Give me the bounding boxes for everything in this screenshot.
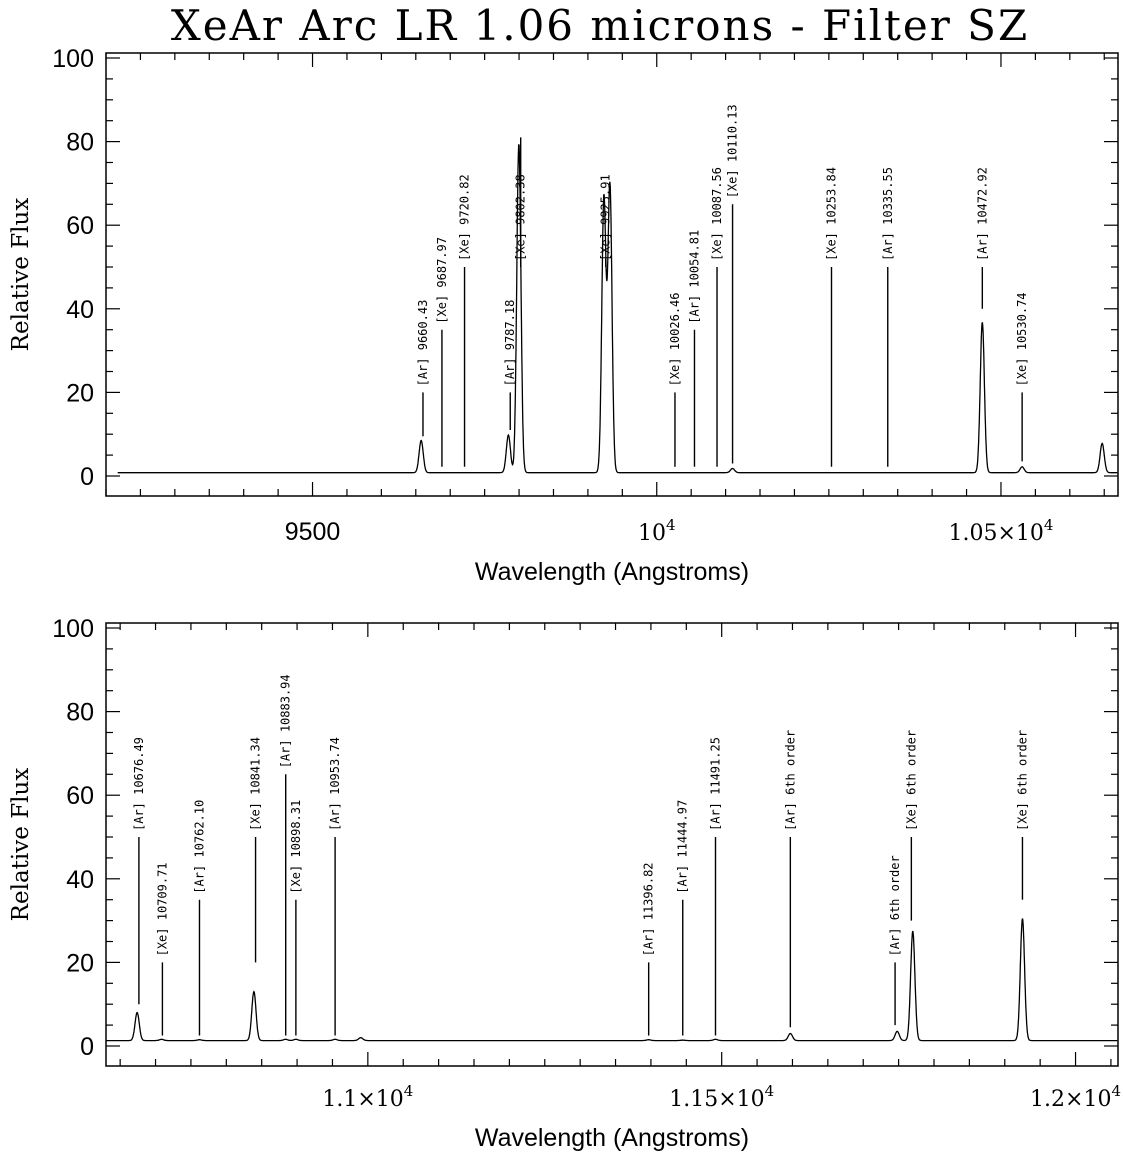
line-id-label: [Xe] 10087.56: [710, 167, 724, 261]
line-id-label: [Ar] 11444.97: [676, 800, 690, 894]
y-tick-label: 40: [66, 296, 94, 324]
y-tick-label: 100: [52, 615, 94, 643]
y-tick-label: 80: [66, 699, 94, 727]
line-id-label: [Xe] 10110.13: [726, 104, 740, 198]
y-tick-label: 80: [66, 129, 94, 157]
line-id-label: [Xe] 9925.91: [599, 174, 613, 261]
line-id-label: [Xe] 10709.71: [155, 862, 169, 956]
y-tick-label: 100: [52, 45, 94, 73]
line-id-label: [Ar] 10335.55: [881, 167, 895, 261]
line-id-label: [Xe] 6th order: [904, 730, 918, 831]
line-id-label: [Ar] 11396.82: [642, 862, 656, 956]
y-tick-label: 0: [80, 463, 94, 491]
line-id-label: [Ar] 9787.18: [503, 300, 517, 387]
x-tick-label: 1.2×104: [1030, 1082, 1121, 1112]
chart-title: XeAr Arc LR 1.06 microns - Filter SZ: [171, 1, 1029, 50]
line-id-label: [Xe] 10253.84: [825, 167, 839, 261]
line-id-label: [Ar] 10472.92: [975, 167, 989, 261]
y-tick-label: 0: [80, 1033, 94, 1061]
line-id-label: [Ar] 10953.74: [328, 737, 342, 831]
x-tick-label: 1.05×104: [948, 516, 1053, 546]
line-id-label: [Xe] 10841.34: [249, 737, 263, 831]
x-tick-label: 1.15×104: [669, 1082, 774, 1112]
x-axis-label: Wavelength (Angstroms): [475, 1124, 749, 1152]
line-id-label: [Xe] 10026.46: [668, 292, 682, 386]
line-id-label: [Ar] 10676.49: [132, 737, 146, 831]
line-id-label: [Xe] 10530.74: [1015, 292, 1029, 386]
line-id-label: [Ar] 10054.81: [687, 230, 701, 324]
line-id-label: [Xe] 9802.38: [514, 174, 528, 261]
plot-frame: [105, 622, 1119, 1067]
line-id-label: [Xe] 6th order: [1015, 730, 1029, 831]
y-axis-label: Relative Flux: [8, 768, 34, 922]
y-tick-label: 20: [66, 379, 94, 407]
line-id-label: [Xe] 9720.82: [458, 174, 472, 261]
line-id-label: [Ar] 6th order: [888, 855, 902, 956]
x-tick-label: 9500: [285, 518, 341, 546]
line-id-label: [Xe] 9687.97: [435, 237, 449, 324]
spectrum-trace: [106, 918, 1118, 1042]
line-id-label: [Xe] 10898.31: [289, 800, 303, 894]
chart-panel-1: 0 20 40 60 80 100 9500 104 1.05×104 Relative Flux…: [8, 45, 1119, 586]
y-tick-label: 40: [66, 866, 94, 894]
y-tick-label: 20: [66, 949, 94, 977]
line-id-label: [Ar] 10762.10: [192, 800, 206, 894]
spectrum-trace: [117, 144, 1118, 474]
line-id-label: [Ar] 6th order: [783, 730, 797, 831]
x-tick-label: 104: [638, 516, 676, 546]
chart-panel-2: 0 20 40 60 80 100 1.1×104 1.15×104 1.2×104 Relati…: [8, 615, 1121, 1152]
line-id-label: [Ar] 10883.94: [279, 674, 293, 768]
plot-frame: [105, 52, 1119, 497]
y-tick-label: 60: [66, 212, 94, 240]
line-id-label: [Ar] 11491.25: [709, 737, 723, 831]
line-id-label: [Ar] 9660.43: [416, 300, 430, 387]
x-axis-label: Wavelength (Angstroms): [475, 558, 749, 586]
x-tick-label: 1.1×104: [322, 1082, 413, 1112]
y-tick-label: 60: [66, 782, 94, 810]
y-axis-label: Relative Flux: [8, 198, 34, 352]
